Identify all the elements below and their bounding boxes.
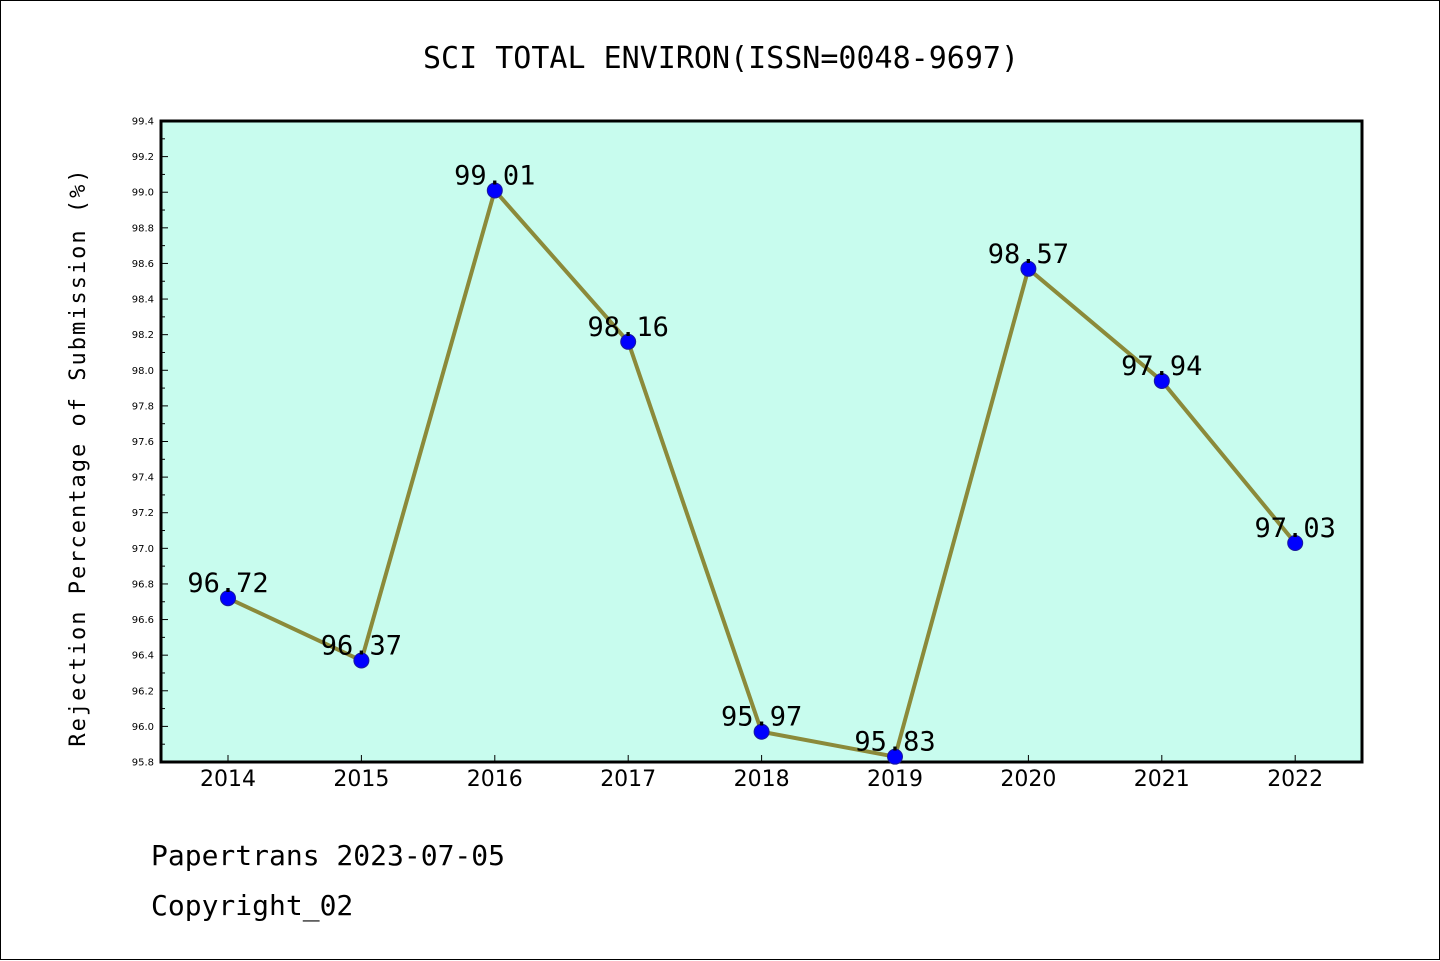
data-point [1020,260,1037,277]
x-tick-label: 2022 [1267,767,1323,792]
x-tick-label: 2015 [333,767,389,792]
x-tick-label: 2020 [1000,767,1056,792]
data-label: 97.94 [1121,351,1202,382]
y-tick-label: 95.8 [132,758,154,769]
y-tick-label: 96.4 [132,651,154,662]
y-tick-label: 99.0 [132,188,154,199]
data-point [220,590,236,607]
y-axis-label: Rejection Percentage of Submission (%) [66,167,91,746]
x-tick-label: 2019 [867,767,923,792]
x-tick-label: 2014 [200,767,256,792]
y-tick-label: 98.8 [132,223,154,234]
data-label: 99.01 [454,160,535,191]
data-labels: 96.72 96.37 99.01 98.16 95.97 95.83 98.57 97.94… [187,160,1335,757]
y-axis: 95.8 96.0 96.2 96.4 96.6 96.8 97.0 97.2 97.4 97.6… [132,117,168,769]
x-axis: 2014 2015 2016 2017 2018 2019 2020 2021 2022 [200,755,1323,792]
data-label: 95.83 [854,727,935,758]
y-tick-label: 99.4 [132,117,154,128]
x-tick-label: 2016 [467,767,523,792]
data-label: 96.72 [187,568,268,599]
y-tick-label: 97.6 [132,437,154,448]
y-tick-label: 98.6 [132,259,154,270]
y-tick-label: 96.2 [132,686,154,697]
data-series [220,182,1304,765]
x-tick-label: 2017 [600,767,656,792]
data-label: 96.37 [321,631,402,662]
data-label: 98.16 [588,312,669,343]
data-point [486,182,503,199]
y-tick-label: 96.8 [132,579,154,590]
y-tick-label: 98.4 [132,295,154,306]
y-tick-label: 97.0 [132,544,154,555]
y-tick-label: 97.8 [132,401,154,412]
y-tick-label: 98.0 [132,366,154,377]
data-label: 97.03 [1255,513,1336,544]
data-point [887,748,903,765]
y-tick-label: 96.6 [132,615,154,626]
data-point [1153,372,1170,389]
data-point [1287,534,1304,551]
data-point [620,333,637,350]
y-tick-label: 97.4 [132,473,154,484]
y-tick-label: 97.2 [132,508,154,519]
x-tick-label: 2021 [1134,767,1190,792]
y-tick-label: 96.0 [132,722,154,733]
data-label: 98.57 [988,239,1069,270]
footer-date: Papertrans 2023-07-05 [151,839,505,872]
data-point [753,723,770,740]
data-label: 95.97 [721,702,802,733]
chart-title: SCI TOTAL ENVIRON(ISSN=0048-9697) [423,41,1019,76]
y-tick-label: 99.2 [132,152,154,163]
plot-area [159,119,1364,764]
data-point [353,652,370,669]
y-tick-label: 98.2 [132,330,154,341]
footer-copyright: Copyright_02 [151,889,353,923]
x-tick-label: 2018 [734,767,790,792]
